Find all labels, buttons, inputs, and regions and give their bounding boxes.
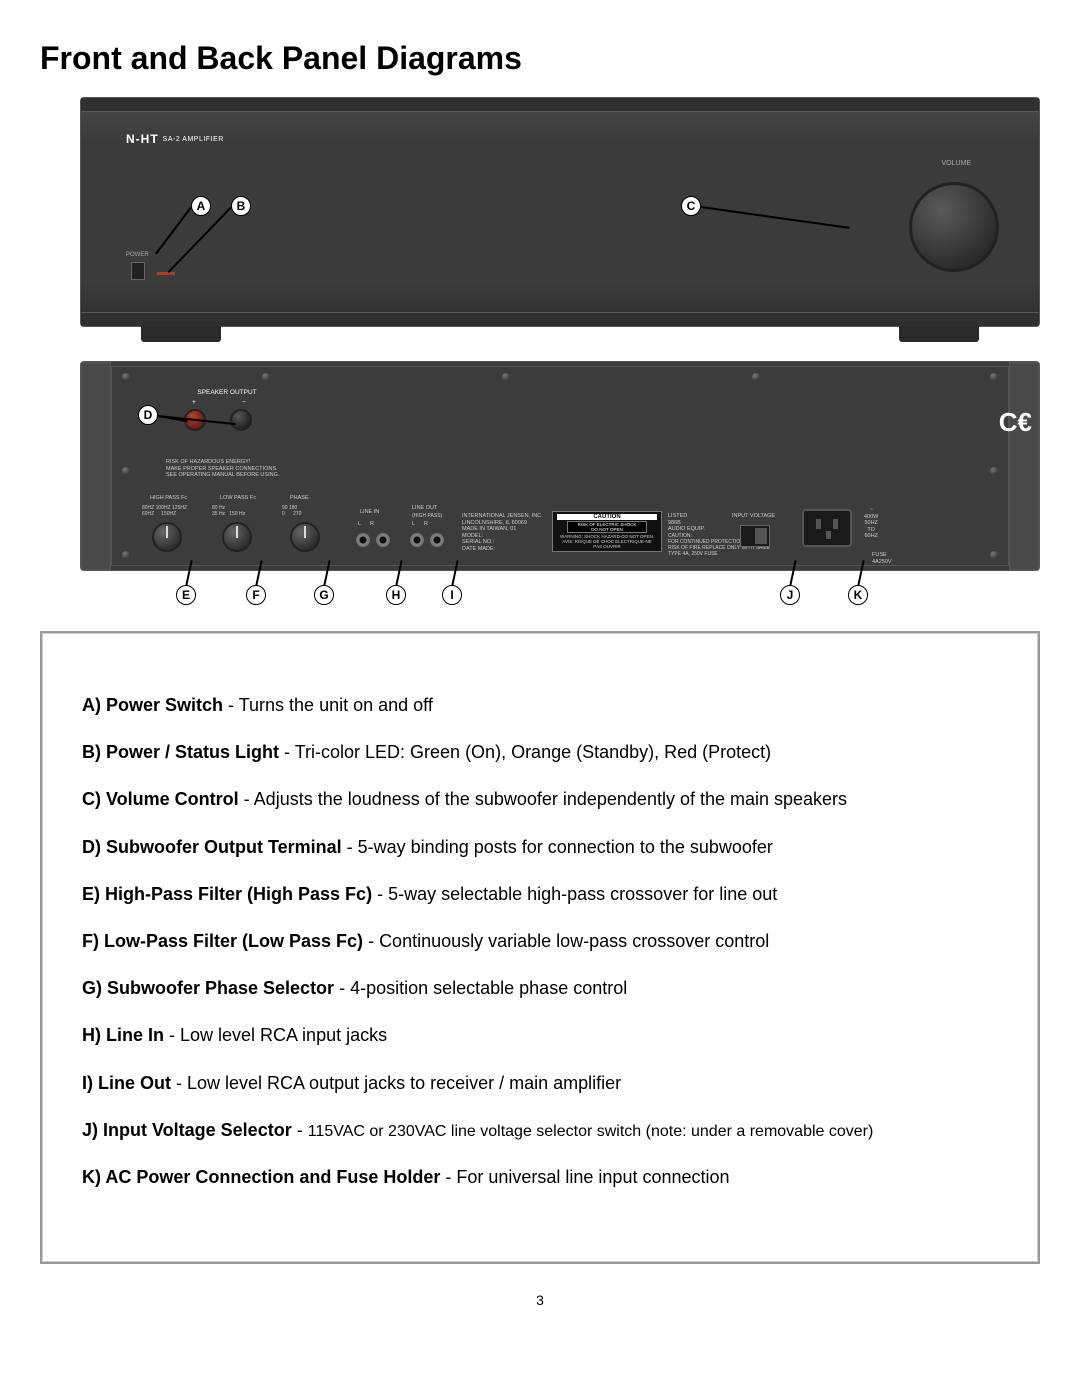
legend-item: A) Power Switch - Turns the unit on and … bbox=[82, 693, 998, 718]
line-in-l bbox=[356, 533, 370, 547]
callout-i: I bbox=[442, 585, 462, 605]
binding-post-neg bbox=[230, 409, 252, 431]
caution-box: CAUTION RISK OF ELECTRIC SHOCK DO NOT OP… bbox=[552, 511, 662, 552]
front-panel-diagram: N-HTSA-2 AMPLIFIER VOLUME POWER A B C bbox=[80, 97, 1040, 327]
iec-inlet bbox=[802, 509, 852, 547]
callout-c: C bbox=[681, 196, 701, 216]
callout-b: B bbox=[231, 196, 251, 216]
page-title: Front and Back Panel Diagrams bbox=[40, 40, 1040, 77]
line-out-l bbox=[410, 533, 424, 547]
line-out-r bbox=[430, 533, 444, 547]
legend-item: E) High-Pass Filter (High Pass Fc) - 5-w… bbox=[82, 882, 998, 907]
legend-item: F) Low-Pass Filter (Low Pass Fc) - Conti… bbox=[82, 929, 998, 954]
legend-item: K) AC Power Connection and Fuse Holder -… bbox=[82, 1165, 998, 1190]
legend-item: H) Line In - Low level RCA input jacks bbox=[82, 1023, 998, 1048]
highpass-knob bbox=[152, 522, 182, 552]
power-switch bbox=[131, 262, 145, 280]
voltage-switch bbox=[740, 525, 770, 547]
callout-f: F bbox=[246, 585, 266, 605]
volume-label: VOLUME bbox=[941, 160, 971, 167]
callout-g: G bbox=[314, 585, 334, 605]
callout-j: J bbox=[780, 585, 800, 605]
brand-logo: N-HTSA-2 AMPLIFIER bbox=[126, 132, 224, 146]
callout-k: K bbox=[848, 585, 868, 605]
legend-box: A) Power Switch - Turns the unit on and … bbox=[40, 631, 1040, 1264]
line-in-r bbox=[376, 533, 390, 547]
legend-item: C) Volume Control - Adjusts the loudness… bbox=[82, 787, 998, 812]
legend-item: J) Input Voltage Selector - 115VAC or 23… bbox=[82, 1118, 998, 1143]
callout-h: H bbox=[386, 585, 406, 605]
callout-d: D bbox=[138, 405, 158, 425]
speaker-output-label: SPEAKER OUTPUT bbox=[182, 389, 272, 396]
phase-knob bbox=[290, 522, 320, 552]
hazard-warning: RISK OF HAZARDOUS ENERGY! MAKE PROPER SP… bbox=[166, 459, 279, 479]
legend-item: D) Subwoofer Output Terminal - 5-way bin… bbox=[82, 835, 998, 860]
legend-item: G) Subwoofer Phase Selector - 4-position… bbox=[82, 976, 998, 1001]
ce-mark: C€ bbox=[999, 407, 1032, 438]
callout-e: E bbox=[176, 585, 196, 605]
back-panel-diagram: SPEAKER OUTPUT + − D RISK OF HAZARDOUS E… bbox=[80, 361, 1040, 611]
page-number: 3 bbox=[40, 1292, 1040, 1308]
callout-a: A bbox=[191, 196, 211, 216]
volume-knob bbox=[909, 182, 999, 272]
lowpass-knob bbox=[222, 522, 252, 552]
power-label: POWER bbox=[126, 252, 149, 258]
mfg-info: INTERNATIONAL JENSEN, INC. LINCOLNSHIRE,… bbox=[462, 513, 543, 553]
legend-item: I) Line Out - Low level RCA output jacks… bbox=[82, 1071, 998, 1096]
legend-item: B) Power / Status Light - Tri-color LED:… bbox=[82, 740, 998, 765]
